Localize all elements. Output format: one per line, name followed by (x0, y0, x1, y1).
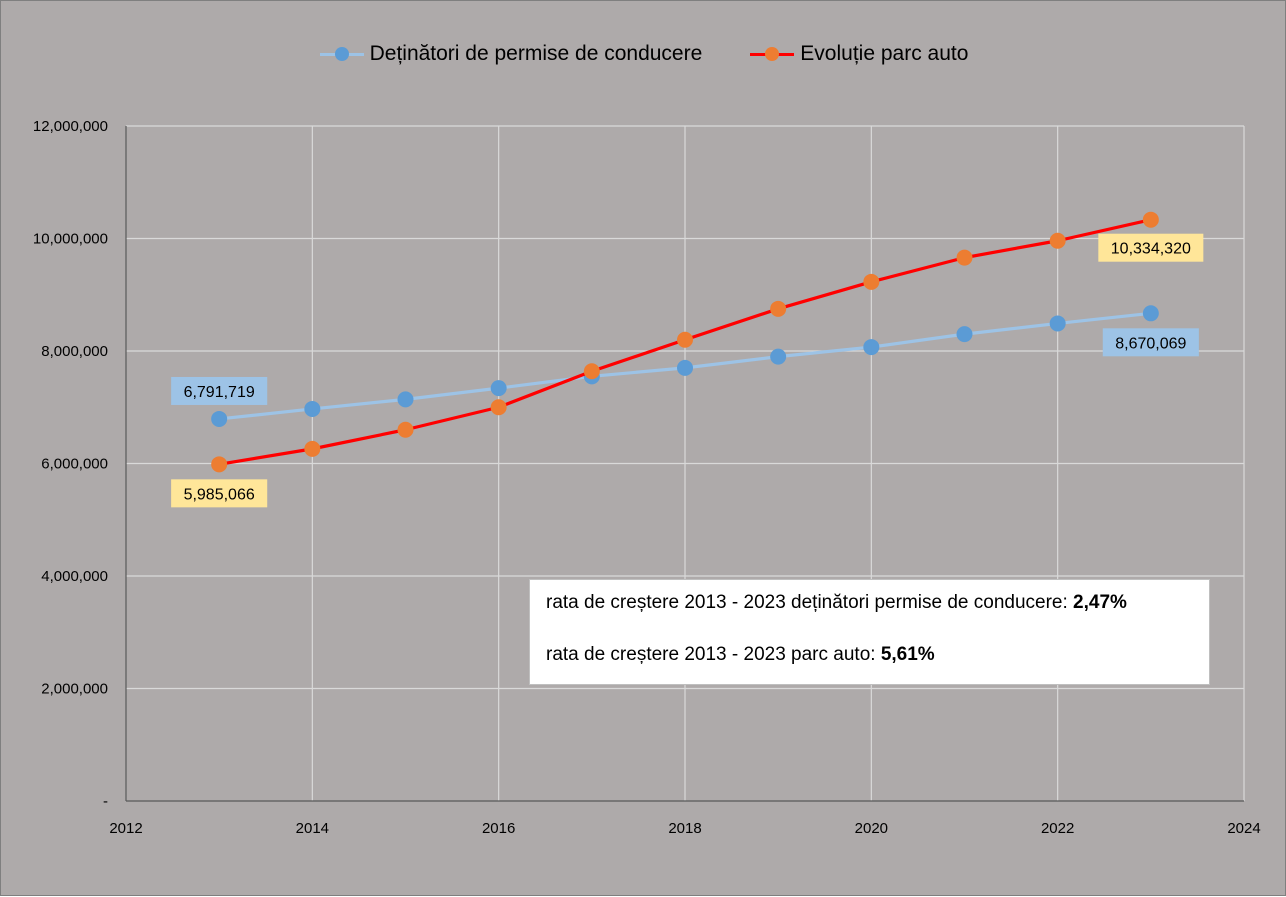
growth-rate-licence-holders-value: 2,47% (1073, 592, 1127, 613)
series-1-point (211, 456, 228, 473)
legend-label-car-fleet: Evoluție parc auto (800, 42, 969, 65)
y-tick-label: 12,000,000 (33, 118, 108, 135)
series-0-point (1049, 315, 1066, 332)
growth-rate-car-fleet: rata de creștere 2013 - 2023 parc auto: … (546, 644, 935, 665)
series-0-point (397, 391, 414, 408)
legend-swatch-car-fleet (750, 46, 795, 61)
series-0-point (1142, 305, 1159, 322)
data-label: 8,670,069 (1115, 335, 1186, 352)
data-label: 5,985,066 (184, 486, 255, 503)
y-tick-label: 8,000,000 (41, 343, 108, 360)
legend-item-licence-holders: Deținători de permise de conducere (319, 39, 703, 69)
series-1-point (770, 300, 787, 317)
legend-swatch-licence-holders (319, 46, 364, 61)
series-0-point (677, 359, 693, 376)
data-label-box (1102, 328, 1199, 357)
growth-rate-licence-holders: rata de creștere 2013 - 2023 deținători … (546, 592, 1127, 613)
series-1-point (397, 421, 414, 438)
series-1-point (863, 273, 880, 290)
x-tick-label: 2014 (296, 820, 329, 837)
x-tick-label: 2012 (109, 820, 142, 837)
x-tick-label: 2022 (1041, 820, 1074, 837)
series-0-point (490, 380, 507, 397)
data-label: 10,334,320 (1111, 241, 1191, 258)
series-1-point (677, 331, 693, 348)
series-0-point (304, 400, 321, 417)
legend-label-licence-holders: Deținători de permise de conducere (369, 42, 703, 65)
legend: Deținători de permise de conducere Evolu… (1, 39, 1286, 69)
x-tick-label: 2020 (855, 820, 888, 837)
series-1-point (304, 440, 321, 457)
growth-rate-car-fleet-value: 5,61% (880, 644, 935, 665)
series-0-point (863, 339, 880, 356)
data-label-box (1098, 233, 1204, 262)
growth-rate-annotation: rata de creștere 2013 - 2023 deținători … (529, 579, 1210, 685)
series-0-point (211, 410, 228, 427)
series-1-point (490, 399, 507, 416)
y-tick-label: 6,000,000 (41, 456, 108, 473)
data-label-box (171, 479, 268, 508)
x-tick-label: 2024 (1227, 820, 1260, 837)
x-tick-label: 2016 (482, 820, 515, 837)
y-tick-label: 4,000,000 (41, 568, 108, 585)
series-1-point (1049, 232, 1066, 249)
series-1-point (1142, 211, 1159, 228)
y-tick-label: - (103, 793, 108, 810)
data-label: 6,791,719 (184, 384, 255, 401)
legend-item-car-fleet: Evoluție parc auto (750, 39, 968, 69)
series-0-point (956, 326, 973, 343)
series-0-point (770, 348, 787, 365)
y-tick-label: 2,000,000 (41, 681, 108, 698)
x-tick-label: 2018 (668, 820, 701, 837)
y-tick-label: 10,000,000 (33, 231, 108, 248)
data-label-box (171, 376, 268, 405)
series-1-point (956, 249, 973, 266)
series-1-point (583, 363, 600, 380)
